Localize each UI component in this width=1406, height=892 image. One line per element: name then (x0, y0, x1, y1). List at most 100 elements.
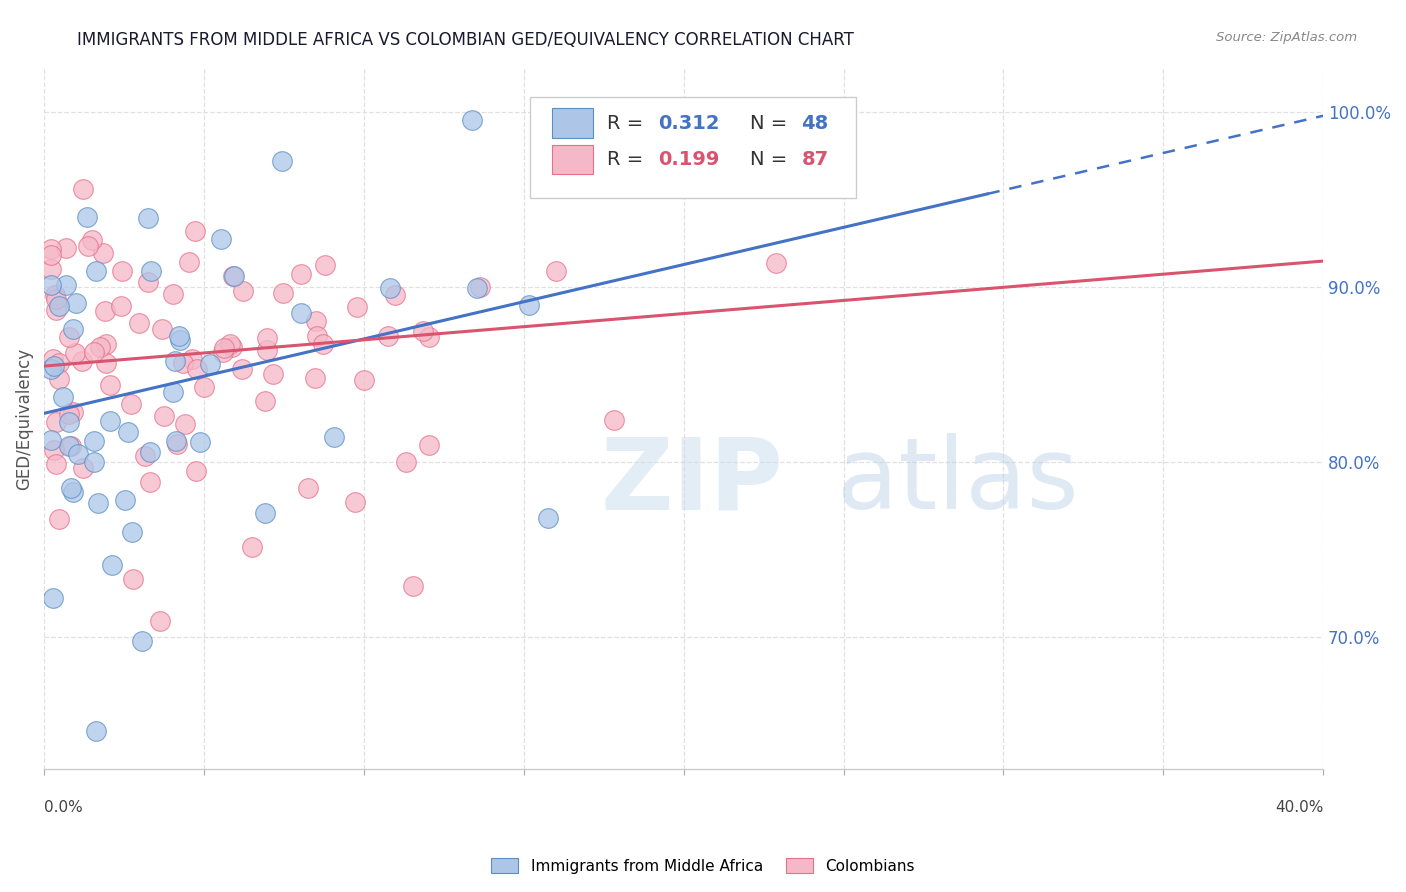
Point (39, 278, 62, 293)
Point (128, 316, 150, 330)
Point (39, 433, 62, 447)
Text: 87: 87 (801, 150, 828, 169)
Point (139, 445, 162, 459)
Point (305, 314, 328, 328)
Point (546, 264, 568, 278)
Point (378, 281, 401, 295)
Text: ZIP: ZIP (600, 434, 783, 530)
Point (48, 356, 70, 370)
Text: 0.0%: 0.0% (44, 800, 83, 815)
Point (418, 330, 440, 344)
Point (121, 572, 143, 586)
Point (96, 355, 118, 369)
Point (290, 267, 312, 281)
Point (193, 380, 215, 394)
Text: 0.312: 0.312 (658, 113, 720, 133)
Point (165, 354, 187, 368)
Point (139, 475, 162, 490)
Point (180, 352, 202, 367)
Point (186, 362, 208, 376)
Text: R =: R = (607, 113, 650, 133)
Point (48, 372, 70, 386)
Point (209, 232, 232, 246)
Point (256, 343, 278, 357)
Point (262, 368, 284, 382)
Point (48, 299, 70, 313)
Point (395, 455, 418, 469)
Point (174, 417, 197, 431)
Point (86, 724, 108, 739)
Point (136, 276, 159, 290)
Point (55, 241, 77, 255)
Point (76, 210, 98, 224)
Text: 0.199: 0.199 (658, 150, 720, 169)
Point (222, 269, 245, 284)
Legend: Immigrants from Middle Africa, Colombians: Immigrants from Middle Africa, Colombian… (485, 852, 921, 880)
Text: N =: N = (751, 113, 793, 133)
Point (537, 511, 560, 525)
Point (91, 245, 114, 260)
Point (231, 362, 253, 376)
Point (98, 414, 121, 428)
Point (322, 430, 344, 444)
Point (42, 443, 65, 458)
Point (273, 285, 295, 300)
Point (42, 359, 65, 373)
Point (190, 435, 212, 450)
Point (169, 333, 191, 347)
FancyBboxPatch shape (530, 96, 856, 198)
Point (254, 394, 277, 409)
Text: R =: R = (607, 150, 650, 169)
Point (136, 211, 159, 226)
Point (141, 264, 163, 278)
Point (83, 344, 105, 359)
Point (39, 262, 62, 277)
Point (152, 409, 174, 423)
Point (58, 439, 80, 453)
Point (44, 288, 66, 302)
Point (62, 322, 84, 336)
Point (346, 300, 368, 314)
Point (468, 280, 491, 294)
Point (110, 299, 132, 313)
Point (765, 256, 787, 270)
Point (67, 447, 90, 461)
Point (117, 425, 139, 439)
Point (65, 296, 87, 310)
Point (62, 484, 84, 499)
Point (312, 337, 335, 351)
Point (87, 496, 110, 510)
Point (134, 449, 156, 463)
FancyBboxPatch shape (553, 145, 593, 174)
Point (131, 634, 153, 648)
Point (80, 233, 103, 247)
Point (94, 337, 117, 351)
Point (114, 493, 136, 508)
Point (162, 385, 184, 400)
Point (198, 357, 221, 371)
Point (186, 464, 208, 478)
Point (150, 322, 173, 336)
Text: atlas: atlas (837, 434, 1078, 530)
FancyBboxPatch shape (553, 109, 593, 138)
Y-axis label: GED/Equivalency: GED/Equivalency (15, 348, 32, 490)
Point (58, 415, 80, 429)
Point (111, 264, 134, 278)
Point (52, 391, 75, 405)
Point (575, 140, 598, 154)
Point (58, 407, 80, 421)
Point (94, 303, 117, 318)
Point (465, 281, 488, 295)
Point (58, 330, 80, 344)
Point (212, 341, 235, 355)
Point (84, 264, 107, 278)
Point (307, 329, 329, 343)
Point (45, 415, 67, 429)
Point (165, 434, 187, 448)
Point (297, 481, 319, 495)
Point (461, 112, 484, 127)
Point (42, 351, 65, 366)
Point (232, 284, 254, 298)
Point (76, 238, 98, 252)
Point (120, 397, 142, 411)
